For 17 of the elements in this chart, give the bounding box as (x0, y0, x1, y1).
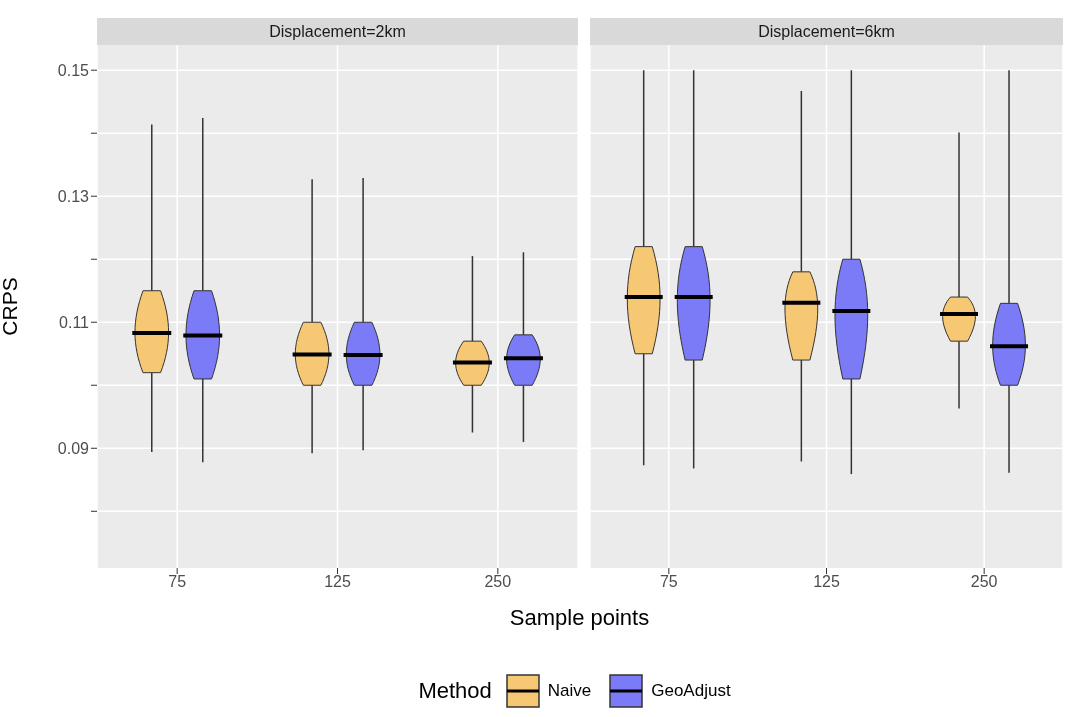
x-tick-label: 75 (659, 573, 678, 591)
x-tick-label: 250 (970, 573, 998, 591)
x-axis-title: Sample points (508, 605, 651, 631)
x-tick-label: 125 (324, 573, 351, 591)
legend-label: Naive (547, 681, 592, 701)
chart-title: Displacement=2km (97, 18, 578, 45)
x-tick-label: 125 (813, 573, 840, 591)
chart-title: Displacement=6km (590, 18, 1063, 45)
legend-title: Method (418, 678, 492, 704)
y-tick-label: 0.09 (57, 439, 90, 457)
legend-label: GeoAdjust (651, 681, 731, 701)
x-tick-label: 250 (484, 573, 512, 591)
x-tick-label: 75 (168, 573, 187, 591)
y-tick-label: 0.13 (57, 187, 90, 205)
y-tick-label: 0.15 (57, 61, 90, 79)
y-tick-label: 0.11 (59, 313, 90, 331)
y-axis-title: CRPS (0, 277, 22, 336)
